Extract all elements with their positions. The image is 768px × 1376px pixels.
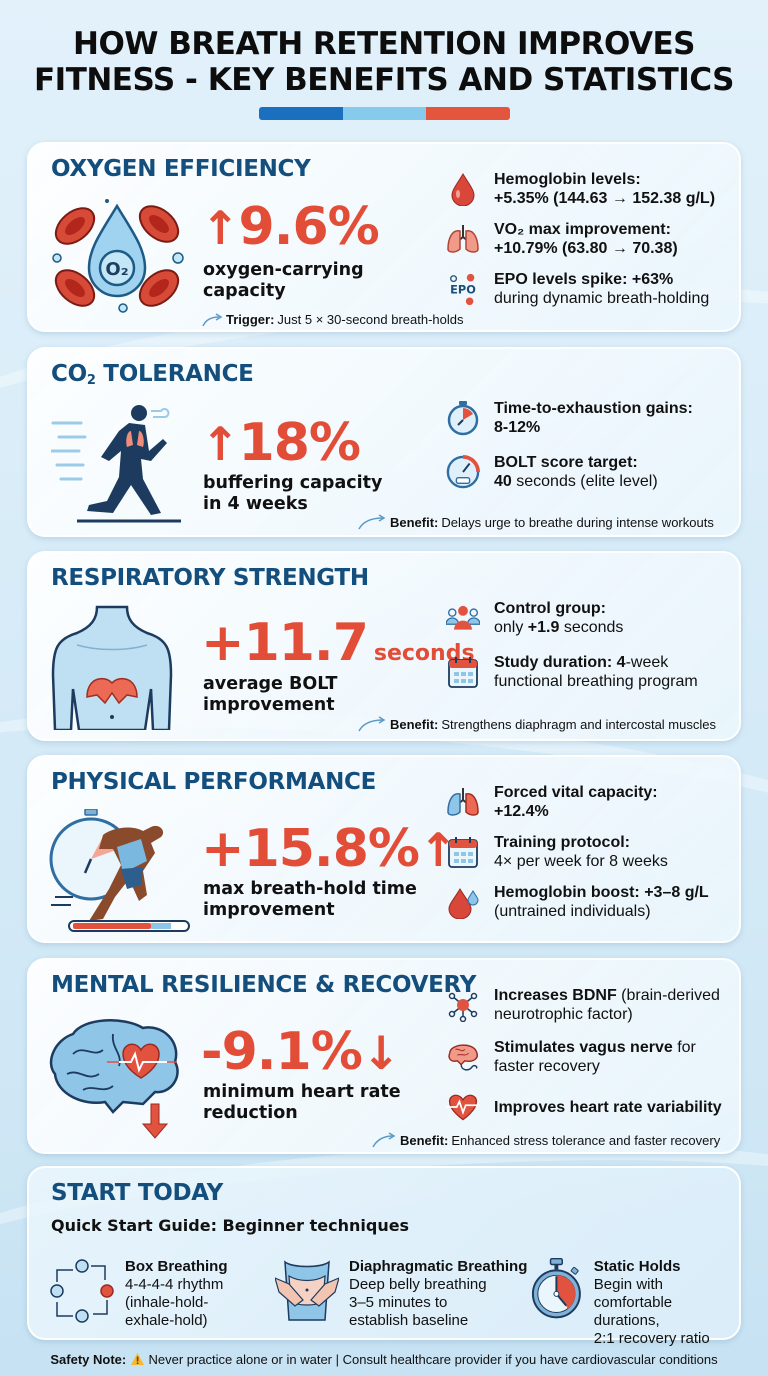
fact-item: Hemoglobin boost: +3–8 g/L (untrained ind… [446, 883, 709, 921]
card-start-today: START TODAY Quick Start Guide: Beginner … [27, 1166, 741, 1347]
blood-drop-icon [446, 885, 480, 919]
fact-list: Control group: only +1.9 seconds Study du… [446, 599, 698, 703]
runner-icon [51, 405, 181, 523]
section-title: START TODAY [51, 1180, 223, 1206]
technique-name: Static Holds [593, 1258, 681, 1275]
group-icon [446, 601, 480, 635]
calendar-icon [446, 655, 480, 689]
epo-icon: EPO [446, 272, 480, 306]
stat-value: ↑9.6% [201, 197, 380, 257]
curved-arrow-icon [372, 1132, 396, 1148]
svg-text:EPO: EPO [450, 283, 476, 297]
fact-list: Forced vital capacity: +12.4% Training pr… [446, 783, 709, 933]
stat-label: minimum heart rate reduction [203, 1082, 401, 1123]
calendar-icon [446, 835, 480, 869]
curved-arrow-icon [358, 716, 386, 732]
section-title: RESPIRATORY STRENGTH [51, 565, 369, 591]
warning-icon [130, 1353, 144, 1365]
heart-rate-icon [446, 1090, 480, 1124]
fact-list: Hemoglobin levels: +5.35% (144.63 → 152.3… [446, 170, 715, 320]
fact-item: EPO EPO levels spike: +63% during dynamic… [446, 270, 715, 308]
fact-item: BOLT score target: 40 seconds (elite leve… [446, 453, 693, 491]
stat-label: buffering capacity in 4 weeks [203, 473, 383, 514]
belly-hands-icon [275, 1260, 339, 1321]
fact-list: Time-to-exhaustion gains: 8-12% BOLT scor… [446, 399, 693, 503]
brain-nerve-icon [446, 1040, 480, 1074]
fact-item: Control group: only +1.9 seconds [446, 599, 698, 637]
blood-drop-icon [446, 172, 480, 206]
title-line-1: HOW BREATH RETENTION IMPROVES [73, 26, 696, 62]
technique-desc: Begin with comfortable durations, 2:1 re… [593, 1276, 710, 1347]
stat-value: ↑18% [201, 413, 361, 473]
fact-item: Stimulates vagus nerve for faster recover… [446, 1038, 722, 1076]
card-oxygen-efficiency: OXYGEN EFFICIENCY O₂ ↑9.6% oxygen-carryi… [27, 142, 741, 332]
arrow-down-icon: ↓ [361, 1026, 401, 1080]
card-physical-performance: PHYSICAL PERFORMANCE +15.8%↑ max breath-… [27, 755, 741, 943]
sprinter-stopwatch-icon [49, 809, 190, 932]
safety-note: Safety Note: Never practice alone or in … [0, 1352, 768, 1367]
fact-item: Study duration: 4-week functional breathi… [446, 653, 698, 691]
technique-name: Box Breathing [125, 1258, 228, 1275]
fact-item: Improves heart rate variability [446, 1090, 722, 1124]
trigger-note: Trigger: Just 5 × 30-second breath-holds [201, 312, 464, 327]
arrow-up-icon: ↑ [201, 201, 240, 255]
card-respiratory-strength: RESPIRATORY STRENGTH +11.7 seconds averag… [27, 551, 741, 741]
safety-text: Never practice alone or in water | Consu… [148, 1352, 718, 1367]
torso-diaphragm-icon [51, 605, 173, 730]
stat-label: average BOLT improvement [203, 674, 338, 715]
technique-desc: 4-4-4-4 rhythm (inhale-hold- exhale-hold… [125, 1276, 224, 1329]
fact-list: Increases BDNF (brain-derived neurotrophi… [446, 986, 722, 1136]
technique-diaphragmatic: Diaphragmatic Breathing Deep belly breath… [275, 1258, 527, 1330]
stat-label: oxygen-carrying capacity [203, 260, 364, 301]
stopwatch-icon [446, 401, 480, 436]
fact-item: Forced vital capacity: +12.4% [446, 783, 709, 821]
safety-label: Safety Note: [50, 1352, 127, 1367]
benefit-note: Benefit: Strengthens diaphragm and interc… [357, 716, 716, 732]
lungs-icon [446, 785, 480, 819]
benefit-note: Benefit: Delays urge to breathe during in… [357, 514, 714, 530]
arrow-up-icon: ↑ [201, 417, 240, 471]
stopwatch-icon [531, 1258, 581, 1319]
stat-value: -9.1%↓ [201, 1022, 401, 1082]
box-breathing-cycle-icon [50, 1259, 114, 1323]
oxygen-blood-cells-icon: O₂ [52, 199, 184, 313]
fact-item: Time-to-exhaustion gains: 8-12% [446, 399, 693, 437]
technique-name: Diaphragmatic Breathing [349, 1258, 528, 1275]
stat-label: max breath-hold time improvement [203, 879, 417, 920]
technique-static-holds: Static Holds Begin with comfortable durat… [529, 1258, 739, 1348]
section-title: MENTAL RESILIENCE & RECOVERY [51, 972, 477, 998]
molecule-icon [446, 988, 480, 1022]
technique-box-breathing: Box Breathing 4-4-4-4 rhythm (inhale-hold… [49, 1258, 228, 1330]
stat-value: +11.7 seconds [201, 613, 475, 673]
lungs-icon [446, 222, 480, 256]
curved-arrow-icon [202, 312, 223, 326]
card-co2-tolerance: CO2 TOLERANCE ↑18% buffering capacity in … [27, 347, 741, 537]
stat-value: +15.8%↑ [201, 819, 458, 879]
card-mental-resilience: MENTAL RESILIENCE & RECOVERY -9.1%↓ mini… [27, 958, 741, 1154]
curved-arrow-icon [358, 514, 386, 530]
svg-text:O₂: O₂ [105, 259, 128, 280]
fact-item: VO₂ max improvement: +10.79% (63.80 → 70.… [446, 220, 715, 258]
fact-item: Increases BDNF (brain-derived neurotrophi… [446, 986, 722, 1024]
section-title: PHYSICAL PERFORMANCE [51, 769, 377, 795]
section-title: CO2 TOLERANCE [51, 361, 254, 388]
title-accent-bar [259, 107, 510, 120]
start-subtitle: Quick Start Guide: Beginner techniques [51, 1216, 410, 1235]
technique-desc: Deep belly breathing 3–5 minutes to esta… [349, 1276, 487, 1329]
gauge-icon [446, 455, 480, 489]
benefit-note: Benefit: Enhanced stress tolerance and fa… [371, 1132, 720, 1148]
title-line-2: FITNESS - KEY BENEFITS AND STATISTICS [34, 62, 734, 98]
brain-heart-icon [49, 1019, 179, 1139]
page-title: HOW BREATH RETENTION IMPROVES FITNESS - … [0, 26, 768, 98]
fact-item: Training protocol: 4× per week for 8 week… [446, 833, 709, 871]
section-title: OXYGEN EFFICIENCY [51, 156, 311, 182]
fact-item: Hemoglobin levels: +5.35% (144.63 → 152.3… [446, 170, 715, 208]
